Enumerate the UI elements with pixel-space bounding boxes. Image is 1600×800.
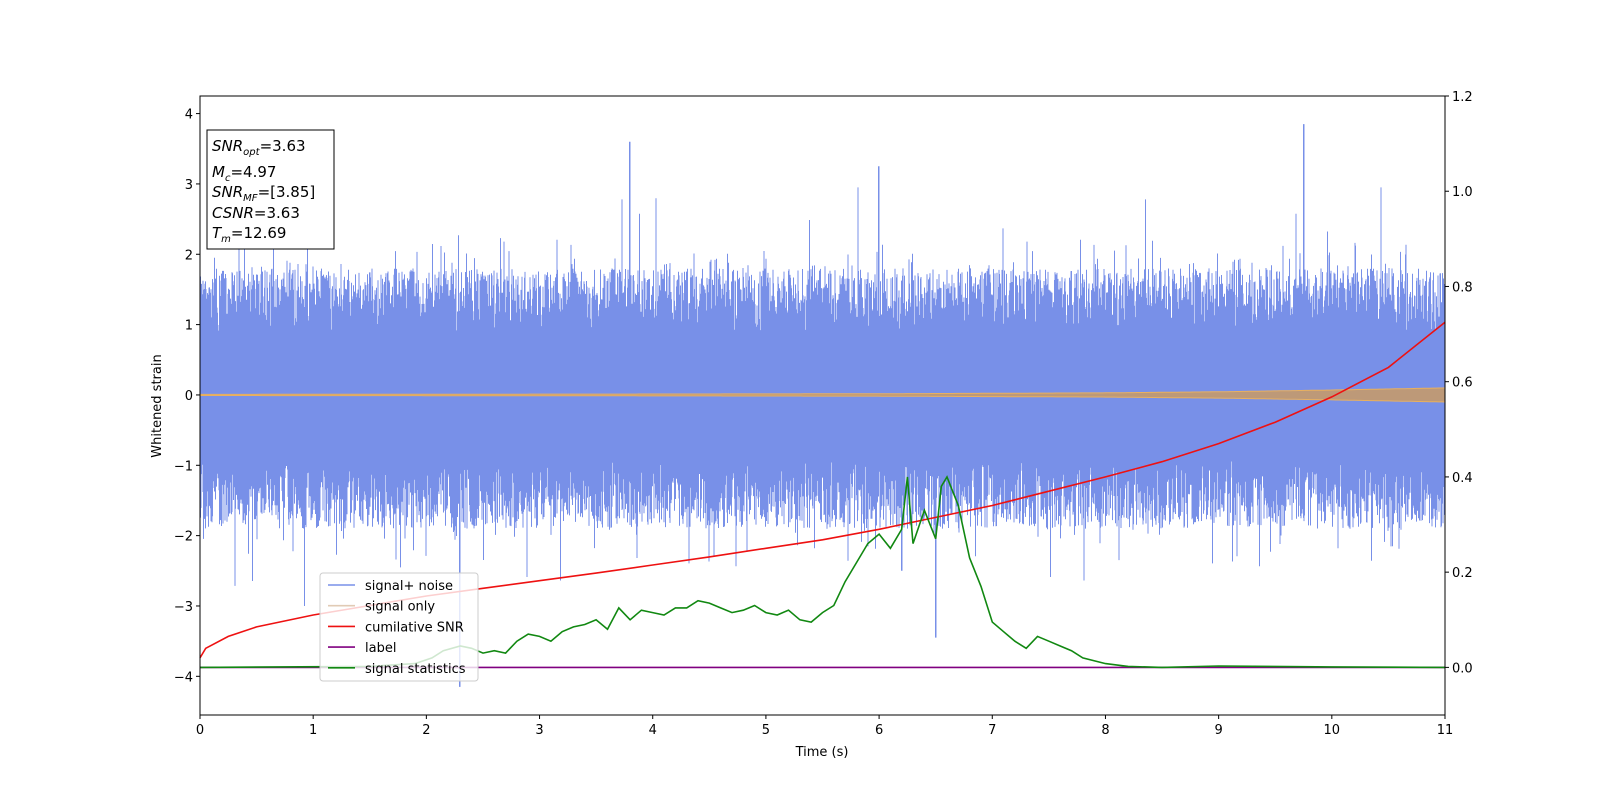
x-tick-label: 0 — [196, 723, 204, 738]
y2-tick-label: 0.8 — [1452, 280, 1473, 295]
y-tick-label: −2 — [174, 530, 193, 545]
info-line-name: M — [212, 163, 225, 181]
info-line-subscript: m — [221, 234, 231, 245]
y-axis-label: Whitened strain — [150, 354, 165, 457]
info-line-value: =[3.85] — [258, 183, 316, 201]
info-line-name: CSNR — [212, 204, 254, 222]
y-axis-left: 4 3 2 1 0 −1 −2 −3 −4 — [174, 108, 200, 685]
info-line: CSNR=3.63 — [212, 204, 300, 222]
legend-label: signal+ noise — [365, 579, 453, 594]
info-line: Mc=4.97 — [212, 163, 276, 184]
x-tick-label: 8 — [1101, 723, 1109, 738]
y-tick-label: 1 — [185, 319, 193, 334]
legend-label: label — [365, 641, 396, 656]
legend-label: signal only — [365, 600, 435, 615]
x-tick-label: 7 — [988, 723, 996, 738]
info-line-value: =12.69 — [231, 224, 287, 242]
plot-frame — [199, 95, 1446, 716]
y2-tick-label: 0.6 — [1452, 376, 1473, 391]
y-tick-label: −3 — [174, 600, 193, 615]
info-line-value: =4.97 — [230, 163, 276, 181]
y2-tick-label: 0.4 — [1452, 471, 1473, 486]
info-line-subscript: c — [225, 173, 231, 184]
legend-label: cumilative SNR — [365, 620, 464, 635]
x-tick-label: 4 — [649, 723, 657, 738]
info-line-value: =3.63 — [254, 204, 300, 222]
x-tick-label: 6 — [875, 723, 883, 738]
y-tick-label: −1 — [174, 459, 193, 474]
info-line-name: SNR — [212, 137, 243, 155]
info-line-name: T — [212, 224, 223, 242]
legend-frame — [319, 572, 479, 682]
y-tick-label: 2 — [185, 248, 193, 263]
cumilative-snr-line — [199, 321, 1446, 659]
y-tick-label: 0 — [185, 389, 193, 404]
x-axis-label: Time (s) — [795, 745, 849, 760]
y2-tick-label: 1.0 — [1452, 185, 1473, 200]
y2-tick-label: 0.2 — [1452, 566, 1473, 581]
y2-tick-label: 1.2 — [1452, 90, 1473, 105]
info-box: SNRopt=3.63Mc=4.97SNRMF=[3.85]CSNR=3.63T… — [206, 129, 335, 250]
info-box-frame — [206, 129, 335, 250]
legend-label: signal statistics — [365, 662, 466, 677]
y-tick-label: 4 — [185, 108, 193, 123]
info-line-name: SNR — [212, 183, 243, 201]
info-line-subscript: MF — [243, 193, 258, 204]
y2-tick-label: 0.0 — [1452, 661, 1473, 676]
x-tick-label: 9 — [1214, 723, 1222, 738]
y-tick-label: −4 — [174, 670, 193, 685]
x-tick-label: 11 — [1437, 723, 1454, 738]
x-tick-label: 2 — [422, 723, 430, 738]
info-line: SNRMF=[3.85] — [212, 183, 315, 204]
info-line: Tm=12.69 — [212, 224, 286, 245]
y-axis-right: 1.2 1.0 0.8 0.6 0.4 0.2 0.0 — [1445, 90, 1473, 676]
x-tick-label: 3 — [535, 723, 543, 738]
x-tick-label: 5 — [762, 723, 770, 738]
y-tick-label: 3 — [185, 178, 193, 193]
info-line: SNRopt=3.63 — [212, 137, 306, 158]
info-line-subscript: opt — [243, 147, 260, 158]
legend: signal+ noise signal only cumilative SNR la… — [319, 572, 479, 682]
info-line-value: =3.63 — [260, 137, 306, 155]
x-tick-label: 1 — [309, 723, 317, 738]
x-axis: 0 1 2 3 4 5 6 7 8 9 10 11 — [196, 715, 1453, 738]
x-tick-label: 10 — [1324, 723, 1341, 738]
signal-statistics-line — [199, 475, 1446, 669]
